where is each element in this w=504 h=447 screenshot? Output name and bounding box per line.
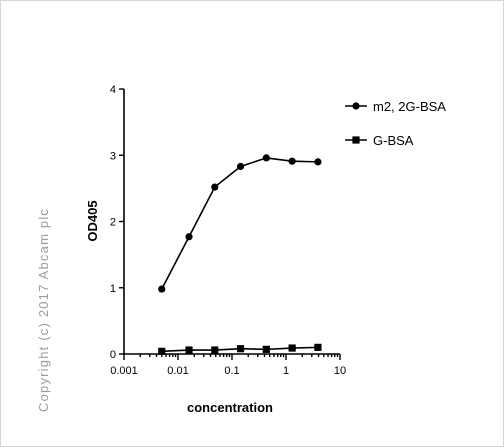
x-tick-label: 1 bbox=[283, 365, 289, 377]
data-point bbox=[211, 183, 219, 191]
data-point bbox=[314, 343, 322, 351]
y-tick-label: 4 bbox=[110, 84, 116, 96]
data-point bbox=[288, 344, 296, 352]
x-tick-label: 0.01 bbox=[167, 365, 188, 377]
x-tick-label: 0.001 bbox=[110, 365, 138, 377]
data-point bbox=[185, 346, 193, 354]
legend-item: m2, 2G-BSA bbox=[345, 99, 446, 114]
y-tick-label: 1 bbox=[110, 283, 116, 295]
y-axis-title: OD405 bbox=[85, 200, 100, 241]
series-layer bbox=[158, 154, 322, 355]
data-point bbox=[262, 154, 270, 162]
y-tick-label: 2 bbox=[110, 217, 116, 229]
series-line bbox=[161, 157, 318, 290]
legend-label: G-BSA bbox=[373, 133, 414, 148]
data-point bbox=[158, 347, 166, 355]
data-point bbox=[262, 345, 270, 353]
x-tick-label: 0.1 bbox=[224, 365, 239, 377]
data-point bbox=[211, 346, 219, 354]
legend-marker bbox=[352, 136, 360, 144]
x-axis-title: concentration bbox=[187, 400, 273, 415]
x-tick-label: 10 bbox=[334, 365, 346, 377]
series-1 bbox=[158, 343, 322, 355]
data-point bbox=[236, 345, 245, 353]
data-point bbox=[185, 233, 193, 241]
series-0 bbox=[158, 154, 322, 293]
watermark: Copyright (c) 2017 Abcam plc bbox=[36, 208, 51, 412]
legend-label: m2, 2G-BSA bbox=[373, 99, 446, 114]
legend-item: G-BSA bbox=[345, 133, 414, 148]
y-tick-label: 3 bbox=[110, 150, 116, 162]
data-point bbox=[288, 157, 296, 165]
axes: 0 1 2 3 4 0.001 0.01 0.1 1 10 bbox=[110, 84, 346, 377]
data-point bbox=[236, 162, 245, 171]
y-tick-label: 0 bbox=[110, 349, 116, 361]
legend: m2, 2G-BSA G-BSA bbox=[345, 99, 446, 148]
legend-marker bbox=[352, 102, 360, 110]
data-point bbox=[314, 158, 322, 166]
data-point bbox=[158, 285, 166, 293]
